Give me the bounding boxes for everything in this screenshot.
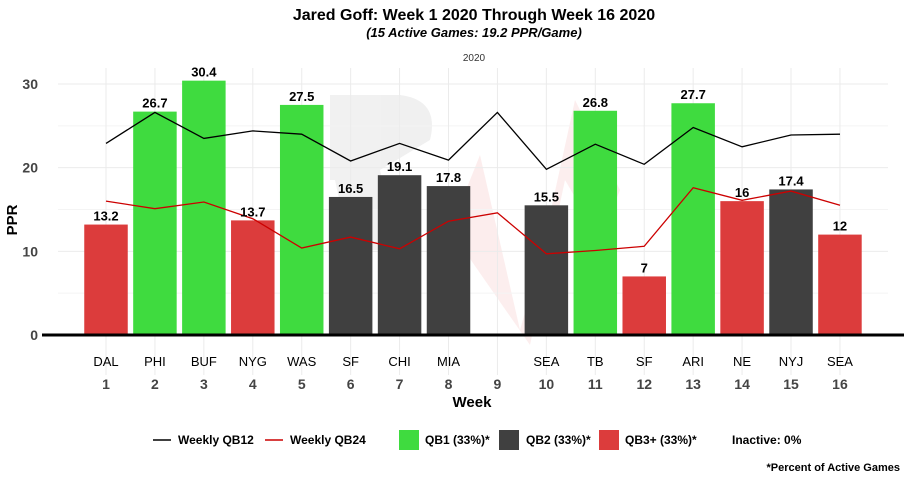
legend-box-swatch xyxy=(399,430,419,450)
data-label: 27.7 xyxy=(681,87,706,102)
x-team-label: CHI xyxy=(388,354,410,369)
bar xyxy=(231,220,275,335)
x-week-label: 2 xyxy=(151,376,159,392)
series-lines xyxy=(42,111,904,337)
x-team-label: SF xyxy=(342,354,359,369)
y-tick-label: 0 xyxy=(30,327,38,343)
series-line xyxy=(105,111,841,171)
bar xyxy=(377,175,422,335)
legend-label: Inactive: 0% xyxy=(732,433,802,447)
x-week-label: 4 xyxy=(249,376,257,392)
x-week-label: 12 xyxy=(636,376,652,392)
series-line xyxy=(105,186,841,255)
data-label: 16.5 xyxy=(338,181,363,196)
x-team-label: DAL xyxy=(93,354,118,369)
bar xyxy=(426,186,471,335)
data-label: 16 xyxy=(735,185,749,200)
legend-label: QB1 (33%)* xyxy=(425,433,490,447)
x-week-label: 10 xyxy=(539,376,555,392)
legend-label: Weekly QB12 xyxy=(178,433,254,447)
y-axis-title: PPR xyxy=(4,204,21,235)
data-label: 19.1 xyxy=(387,159,412,174)
x-week-label: 5 xyxy=(298,376,306,392)
x-week-label: 14 xyxy=(734,376,750,392)
x-team-label: BUF xyxy=(191,354,217,369)
facet-label: 2020 xyxy=(463,53,486,64)
x-team-label: TB xyxy=(587,354,604,369)
bars xyxy=(84,80,862,336)
x-team-label: NYG xyxy=(239,354,267,369)
legend-label: QB2 (33%)* xyxy=(526,433,591,447)
x-team-label: WAS xyxy=(287,354,316,369)
data-label: 17.4 xyxy=(778,173,804,188)
legend-item: QB2 (33%)* xyxy=(499,430,591,450)
legend-item: QB3+ (33%)* xyxy=(599,430,697,450)
data-label: 13.7 xyxy=(240,204,265,219)
bar xyxy=(279,104,324,336)
data-label: 7 xyxy=(641,260,648,275)
x-week-label: 16 xyxy=(832,376,848,392)
x-team-label: NE xyxy=(733,354,751,369)
y-axis: 0 10 20 30 xyxy=(22,76,38,343)
x-week-label: 13 xyxy=(685,376,701,392)
bar xyxy=(524,205,569,335)
x-week-label: 9 xyxy=(494,376,502,392)
data-label: 30.4 xyxy=(191,65,217,80)
data-label: 26.7 xyxy=(142,96,167,111)
data-labels: 13.2 26.7 30.4 13.7 27.5 16.5 19.1 17.8 15.5 26.8… xyxy=(93,65,847,276)
x-team-label: SEA xyxy=(533,354,559,369)
x-week-label: 1 xyxy=(102,376,110,392)
bar xyxy=(133,111,177,335)
x-axis: DAL 1 PHI 2 BUF 3 NYG 4 WAS 5 SF 6 CHI 7 MIA 8 9 SEA 10 TB 1… xyxy=(93,354,853,392)
bar xyxy=(818,234,862,335)
footnote: *Percent of Active Games xyxy=(767,462,900,474)
x-week-label: 7 xyxy=(396,376,404,392)
x-week-label: 15 xyxy=(783,376,799,392)
data-label: 27.5 xyxy=(289,89,314,104)
x-team-label: PHI xyxy=(144,354,166,369)
bar xyxy=(769,189,813,335)
x-team-label: SEA xyxy=(827,354,853,369)
y-tick-label: 20 xyxy=(22,160,38,176)
data-label: 17.8 xyxy=(436,170,461,185)
legend-label: Weekly QB24 xyxy=(290,433,366,447)
data-label: 12 xyxy=(833,219,847,234)
legend-box-swatch xyxy=(499,430,519,450)
bar xyxy=(84,224,128,335)
x-team-label: ARI xyxy=(682,354,704,369)
x-team-label: MIA xyxy=(437,354,460,369)
bar xyxy=(573,110,618,335)
bar xyxy=(671,103,715,335)
legend: Weekly QB12 Weekly QB24 QB1 (33%)* QB2 (33%… xyxy=(153,430,802,450)
legend-item: Inactive: 0% xyxy=(732,433,802,447)
x-week-label: 6 xyxy=(347,376,355,392)
legend-box-swatch xyxy=(599,430,619,450)
x-week-label: 11 xyxy=(588,376,603,392)
x-team-label: NYJ xyxy=(779,354,804,369)
y-tick-label: 10 xyxy=(22,243,38,259)
x-week-label: 3 xyxy=(200,376,208,392)
data-label: 15.5 xyxy=(534,189,559,204)
y-tick-label: 30 xyxy=(22,76,38,92)
legend-label: QB3+ (33%)* xyxy=(625,433,697,447)
legend-item: Weekly QB12 xyxy=(153,433,254,447)
bar xyxy=(182,80,226,335)
x-week-label: 8 xyxy=(445,376,453,392)
data-label: 26.8 xyxy=(583,95,608,110)
legend-item: QB1 (33%)* xyxy=(399,430,490,450)
x-axis-title: Week xyxy=(453,394,493,411)
chart-subtitle: (15 Active Games: 19.2 PPR/Game) xyxy=(366,25,582,40)
legend-item: Weekly QB24 xyxy=(265,433,366,447)
bar xyxy=(622,276,666,335)
bar xyxy=(328,196,373,335)
chart-title: Jared Goff: Week 1 2020 Through Week 16 … xyxy=(293,7,655,24)
x-team-label: SF xyxy=(636,354,653,369)
data-label: 13.2 xyxy=(93,209,118,224)
bar xyxy=(720,201,764,335)
